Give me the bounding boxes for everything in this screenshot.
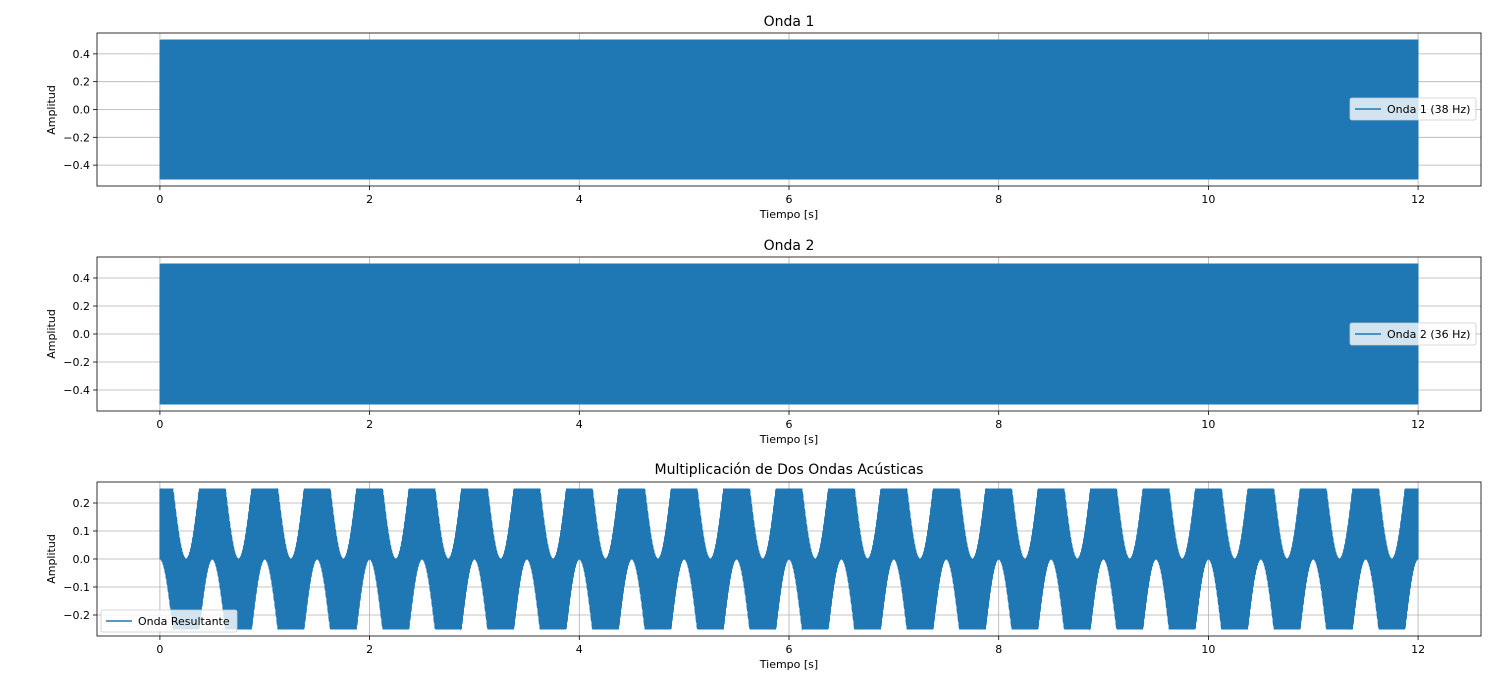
x-tick-label: 10: [1201, 193, 1215, 206]
subplot-2-y-axis-label: Amplitud: [45, 309, 58, 359]
subplot-multiplicacion: Multiplicación de Dos Ondas Acústicas 0 2…: [45, 462, 1482, 671]
x-tick-label: 4: [576, 418, 583, 431]
x-tick-label: 2: [366, 193, 373, 206]
legend-label: Onda 2 (36 Hz): [1387, 328, 1470, 341]
x-tick-label: 2: [366, 418, 373, 431]
legend-box: [1349, 97, 1477, 121]
x-tick-label: 10: [1201, 418, 1215, 431]
y-tick-label: 0.2: [73, 76, 91, 89]
series-onda-resultante: [159, 487, 1419, 631]
subplot-2-y-ticks: −0.4 −0.2 0.0 0.2 0.4: [63, 272, 97, 397]
y-tick-label: 0.0: [73, 104, 91, 117]
y-tick-label: 0.4: [73, 272, 91, 285]
legend-label: Onda Resultante: [138, 615, 230, 628]
x-tick-label: 6: [786, 643, 793, 656]
subplot-3-y-ticks: −0.2 −0.1 0.0 0.1 0.2: [63, 497, 97, 622]
subplot-2-title: Onda 2: [764, 238, 815, 254]
subplot-3-x-ticks: 0 2 4 6 8 10 12: [156, 636, 1425, 656]
legend-box: [100, 609, 238, 633]
y-tick-label: 0.0: [73, 553, 91, 566]
subplot-1-y-axis-label: Amplitud: [45, 85, 58, 135]
y-tick-label: 0.2: [73, 300, 91, 313]
x-tick-label: 2: [366, 643, 373, 656]
subplot-3-signal: [159, 487, 1419, 631]
subplot-1-title: Onda 1: [764, 14, 815, 30]
x-tick-label: 6: [786, 418, 793, 431]
subplot-2-x-axis-label: Tiempo [s]: [759, 433, 818, 446]
subplot-3-title: Multiplicación de Dos Ondas Acústicas: [655, 462, 924, 478]
x-tick-label: 6: [786, 193, 793, 206]
y-tick-label: −0.2: [63, 356, 90, 369]
y-tick-label: 0.0: [73, 328, 91, 341]
legend-label: Onda 1 (38 Hz): [1387, 103, 1470, 116]
x-tick-label: 12: [1411, 418, 1425, 431]
subplot-1-signal: [159, 39, 1419, 180]
subplot-onda-2: Onda 2 0 2 4 6 8 10 12 −0.4 −0.2 0.0 0.2 0.4 Tiemp…: [45, 238, 1482, 446]
subplot-3-x-axis-label: Tiempo [s]: [759, 658, 818, 671]
y-tick-label: 0.2: [73, 497, 91, 510]
x-tick-label: 8: [995, 643, 1002, 656]
x-tick-label: 8: [995, 418, 1002, 431]
subplot-3-y-axis-label: Amplitud: [45, 534, 58, 584]
subplot-2-legend: Onda 2 (36 Hz): [1349, 322, 1477, 346]
y-tick-label: −0.4: [63, 384, 90, 397]
y-tick-label: −0.1: [63, 581, 90, 594]
series-onda-2: [159, 263, 1419, 405]
x-tick-label: 8: [995, 193, 1002, 206]
subplot-onda-1: Onda 1 0 2 4 6 8 10 12 −0.4 −0.2 0.0 0.2 0.4 Tiemp…: [45, 14, 1482, 221]
x-tick-label: 4: [576, 643, 583, 656]
subplot-1-y-ticks: −0.4 −0.2 0.0 0.2 0.4: [63, 48, 97, 172]
y-tick-label: −0.4: [63, 159, 90, 172]
subplot-1-x-axis-label: Tiempo [s]: [759, 208, 818, 221]
legend-box: [1349, 322, 1477, 346]
y-tick-label: −0.2: [63, 609, 90, 622]
x-tick-label: 0: [156, 418, 163, 431]
y-tick-label: −0.2: [63, 131, 90, 144]
subplot-2-x-ticks: 0 2 4 6 8 10 12: [156, 411, 1425, 431]
subplot-2-signal: [159, 263, 1419, 405]
series-onda-1: [159, 39, 1419, 180]
y-tick-label: 0.4: [73, 48, 91, 61]
x-tick-label: 0: [156, 643, 163, 656]
x-tick-label: 4: [576, 193, 583, 206]
subplot-1-x-ticks: 0 2 4 6 8 10 12: [156, 186, 1425, 206]
subplot-3-legend: Onda Resultante: [100, 609, 238, 633]
x-tick-label: 12: [1411, 193, 1425, 206]
subplot-1-legend: Onda 1 (38 Hz): [1349, 97, 1477, 121]
y-tick-label: 0.1: [73, 525, 91, 538]
x-tick-label: 12: [1411, 643, 1425, 656]
x-tick-label: 0: [156, 193, 163, 206]
x-tick-label: 10: [1201, 643, 1215, 656]
